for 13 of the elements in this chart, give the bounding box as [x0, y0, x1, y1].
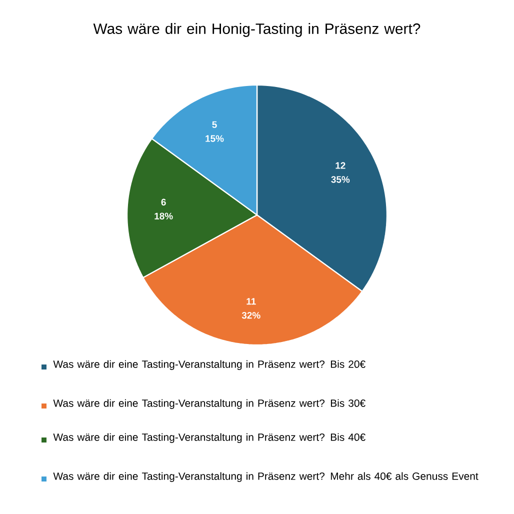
data-label: 35% [331, 176, 350, 183]
legend-label: Was wäre dir eine Tasting-Veranstaltung in Präsenz wert? Mehr als 40€ als Genuss Event [53, 472, 478, 482]
text: 5 [212, 121, 217, 128]
legend-label: Was wäre dir eine Tasting-Veranstaltung in Präsenz wert? Bis 40€ [53, 433, 366, 443]
data-label: 32% [242, 312, 260, 319]
legend-label: Was wäre dir eine Tasting-Veranstaltung in Präsenz wert? Bis 30€ [53, 399, 366, 409]
data-label: 18% [154, 212, 173, 220]
text: 6 [161, 198, 166, 206]
text: 12 [336, 162, 346, 169]
chart-title: Was wäre dir ein Honig-Tasting in Präsenz wert? [93, 23, 420, 37]
data-label: 15% [206, 135, 224, 142]
text: 11 [246, 298, 256, 305]
legend-label: Was wäre dir eine Tasting-Veranstaltung in Präsenz wert? Bis 20€ [53, 360, 366, 370]
